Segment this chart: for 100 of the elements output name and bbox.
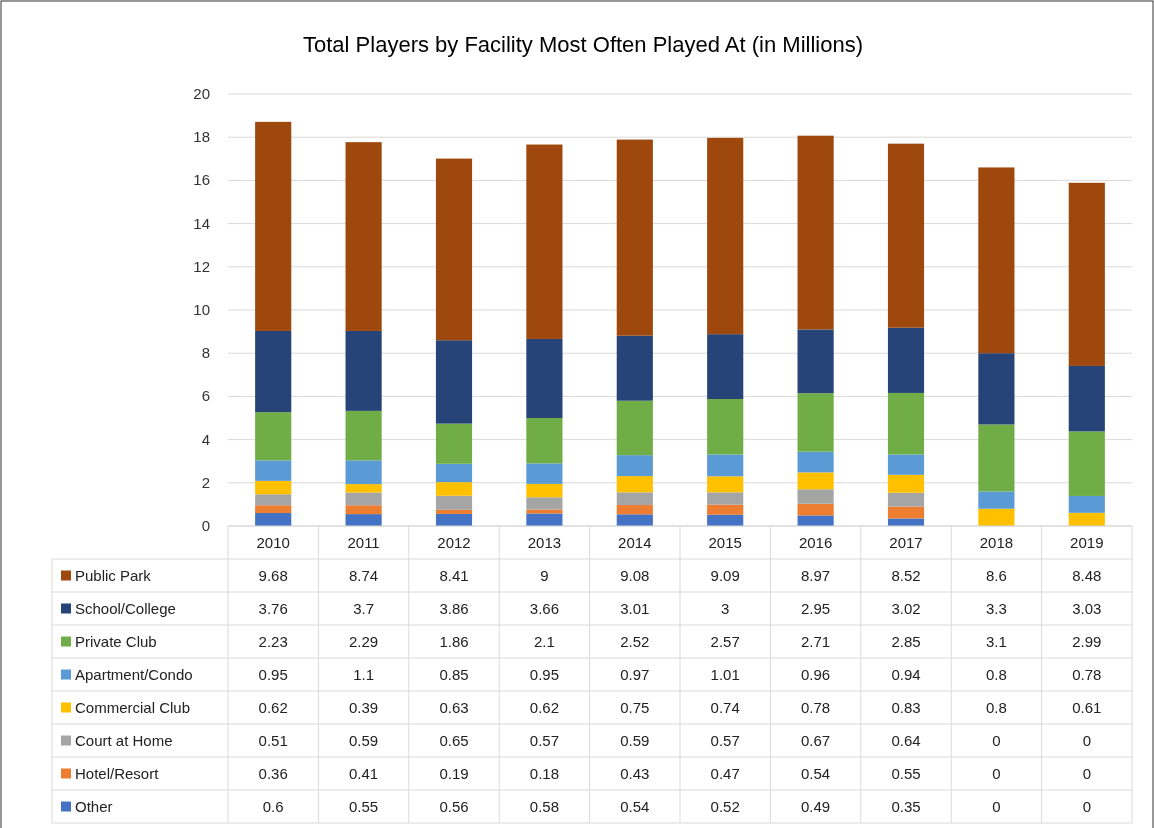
data-label: 0.47 (710, 764, 740, 782)
bar (797, 329, 834, 394)
bar (797, 489, 834, 504)
x-tick-label: 2014 (618, 534, 652, 551)
data-label: 0.62 (258, 698, 288, 716)
data-label: 3.3 (985, 599, 1007, 617)
data-label: 0.58 (529, 797, 559, 815)
legend-label: School/College (75, 599, 176, 617)
y-tick-label: 0 (201, 517, 210, 534)
data-label: 0.52 (710, 797, 740, 815)
data-label: 3 (721, 599, 730, 617)
bar (978, 424, 1015, 492)
bar (526, 338, 563, 418)
data-label: 0.8 (985, 698, 1007, 716)
y-tick-label: 12 (193, 257, 210, 275)
data-label: 0.75 (620, 698, 650, 716)
data-label: 0.67 (801, 731, 831, 749)
y-tick-label: 6 (201, 387, 210, 405)
data-label: 0.96 (801, 665, 831, 683)
data-label: 0.43 (620, 764, 650, 782)
bar (797, 472, 834, 490)
data-label: 2.85 (891, 632, 921, 650)
y-tick-label: 20 (193, 85, 210, 102)
legend-label: Commercial Club (75, 698, 191, 716)
data-label: 8.52 (891, 566, 921, 584)
data-label: 3.02 (891, 599, 921, 617)
y-tick-label: 10 (193, 301, 210, 318)
bar (345, 514, 382, 526)
data-label: 2.1 (533, 632, 555, 650)
bar (435, 513, 473, 526)
data-label: 8.97 (801, 566, 831, 584)
bar (707, 137, 744, 335)
legend-label: Court at Home (75, 731, 173, 749)
data-label: 0.51 (258, 731, 288, 749)
data-label: 9.09 (710, 566, 740, 584)
bar (255, 505, 292, 514)
bar (526, 463, 563, 484)
bar (435, 158, 473, 341)
data-label: 0.39 (349, 698, 379, 716)
data-label: 0.74 (710, 698, 740, 716)
bar (616, 455, 653, 477)
data-label: 0.57 (529, 731, 559, 749)
bar (1068, 495, 1105, 513)
bar (887, 143, 925, 328)
bar (978, 353, 1015, 425)
legend-label: Hotel/Resort (75, 764, 160, 782)
bar (797, 503, 834, 516)
bar (526, 513, 563, 526)
data-label: 3.7 (353, 599, 375, 617)
bar (707, 454, 744, 477)
y-tick-label: 16 (193, 171, 210, 189)
data-label: 0.55 (891, 764, 921, 782)
data-label: 2.23 (258, 632, 288, 650)
bar (526, 418, 563, 464)
data-label: 0.41 (349, 764, 379, 782)
bar (435, 423, 473, 464)
data-label: 0.59 (620, 731, 650, 749)
bar (707, 504, 744, 515)
data-label: 0.57 (710, 731, 740, 749)
data-label: 3.01 (620, 599, 650, 617)
data-label: 0.6 (262, 797, 284, 815)
x-tick-label: 2019 (1070, 534, 1104, 551)
bar (797, 393, 834, 452)
data-label: 0.64 (891, 731, 921, 749)
data-label: 3.86 (439, 599, 469, 617)
legend-label: Apartment/Condo (75, 665, 193, 683)
data-label: 0.18 (529, 764, 559, 782)
bar (345, 460, 382, 485)
data-label: 0.8 (985, 665, 1007, 683)
bar (978, 508, 1015, 526)
x-tick-label: 2010 (256, 534, 290, 551)
data-label: 0.56 (439, 797, 469, 815)
data-label: 0.55 (349, 797, 379, 815)
data-label: 2.57 (710, 632, 740, 650)
bar (707, 476, 744, 493)
bar (526, 144, 563, 339)
data-label: 3.1 (985, 632, 1007, 650)
y-tick-label: 8 (201, 344, 210, 362)
data-label: 0 (1082, 764, 1091, 782)
bar (255, 412, 292, 461)
data-label: 0.19 (439, 764, 469, 782)
bar (345, 484, 382, 493)
data-label: 0.94 (891, 665, 921, 683)
bar (887, 506, 925, 519)
data-label: 0.62 (529, 698, 559, 716)
data-label: 1.1 (353, 665, 375, 683)
data-label: 0.97 (620, 665, 650, 683)
bar (887, 518, 925, 526)
data-label: 0.49 (801, 797, 831, 815)
data-label: 0.85 (439, 665, 469, 683)
bar (435, 482, 473, 496)
data-label: 0.36 (258, 764, 288, 782)
data-label: 8.6 (985, 566, 1007, 584)
chart-title: Total Players by Facility Most Often Played At (in Millions) (303, 32, 863, 57)
data-label: 1.01 (710, 665, 740, 683)
data-label: 9 (540, 566, 549, 584)
bar (1068, 512, 1105, 526)
legend-label: Other (75, 797, 113, 815)
data-label: 0.63 (439, 698, 469, 716)
data-label: 0 (1082, 731, 1091, 749)
